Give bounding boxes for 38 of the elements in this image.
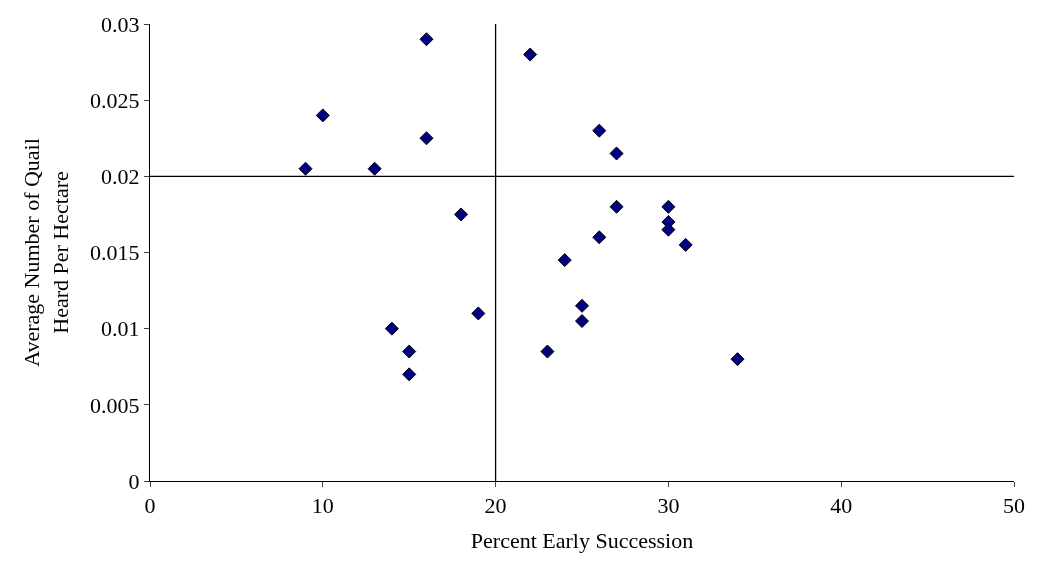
point: [454, 207, 469, 222]
x-tick-label: 0: [144, 493, 156, 519]
point: [678, 237, 693, 252]
point: [592, 230, 607, 245]
point: [367, 161, 382, 176]
y-tick-label: 0.02: [101, 164, 140, 190]
y-tick-label: 0.03: [101, 11, 140, 37]
point: [592, 123, 607, 138]
point: [609, 199, 624, 214]
point: [609, 146, 624, 161]
y-tick-label: 0: [128, 468, 140, 494]
y-tick-label: 0.015: [90, 240, 140, 266]
x-tick-label: 30: [657, 493, 680, 519]
point: [471, 306, 486, 321]
point: [402, 344, 417, 359]
point: [402, 367, 417, 382]
point: [315, 108, 330, 123]
point: [575, 314, 589, 329]
y-tick-label: 0.005: [90, 392, 140, 418]
point: [661, 222, 676, 237]
x-tick-label: 50: [1003, 493, 1025, 519]
point: [540, 344, 555, 359]
point: [661, 199, 676, 214]
y-axis-title: Average Number of Quail Heard Per Hectare: [19, 138, 73, 367]
y-tick-label: 0.025: [90, 87, 140, 113]
point: [557, 253, 572, 268]
point: [419, 131, 434, 146]
point: [730, 352, 745, 367]
x-tick-label: 40: [830, 493, 853, 519]
x-tick-label: 20: [484, 493, 507, 519]
point: [419, 32, 434, 47]
point: [298, 161, 313, 176]
x-axis-title: Percent Early Succession: [470, 528, 694, 554]
point: [523, 47, 538, 62]
point: [575, 298, 589, 313]
point: [384, 321, 399, 336]
y-tick-label: 0.01: [101, 316, 140, 342]
x-tick-label: 10: [311, 493, 334, 519]
